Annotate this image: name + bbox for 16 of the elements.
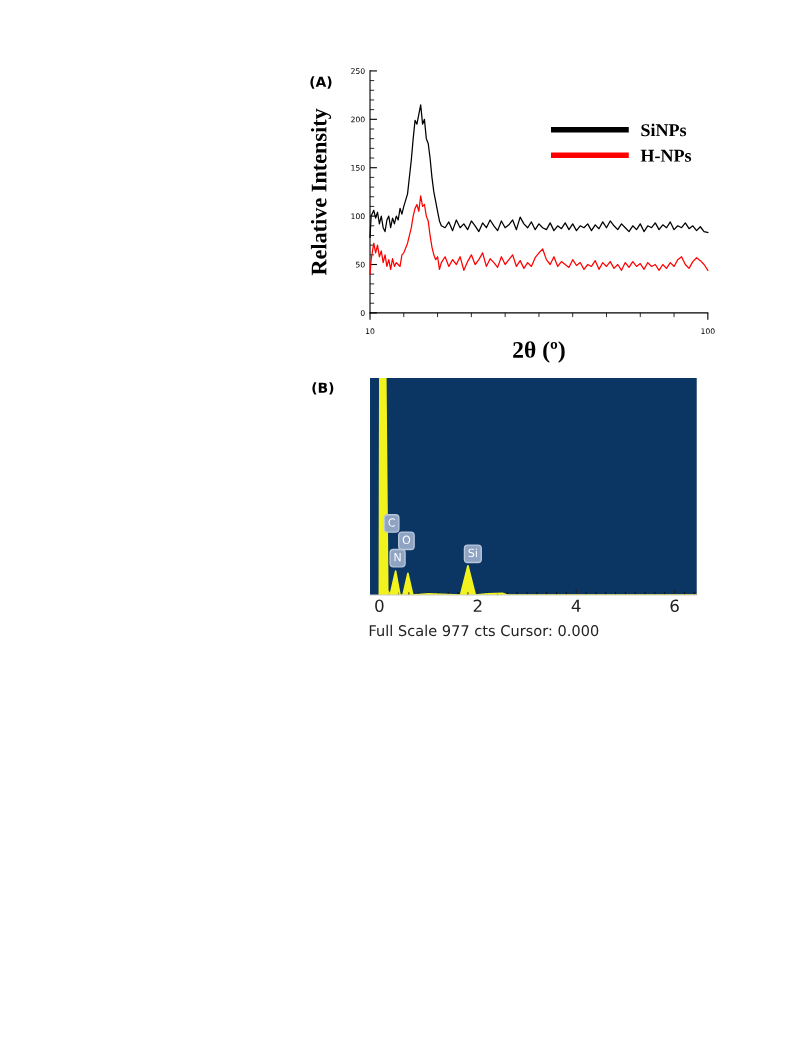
chart-title: (A) [310,76,332,89]
annotation: O [402,535,411,545]
x-axis-title: 2θ (º) [513,341,565,363]
x-tick-label: 4 [571,599,581,612]
x-tick-label: 0 [375,599,384,613]
x-tick-label: 2 [473,599,482,612]
legend-label: SiNPs [641,123,687,137]
x-tick-label: 6 [670,599,679,613]
chart-title: (B) [312,382,334,395]
text: Full Scale 977 cts Cursor: 0.000 [369,624,599,637]
line-series [369,195,709,275]
annotation: C [388,518,395,527]
y-axis-title: Relative Intensity [310,108,332,276]
annotation: Si [468,548,477,558]
annotation: N [394,553,401,562]
legend-label: H-NPs [640,149,692,162]
